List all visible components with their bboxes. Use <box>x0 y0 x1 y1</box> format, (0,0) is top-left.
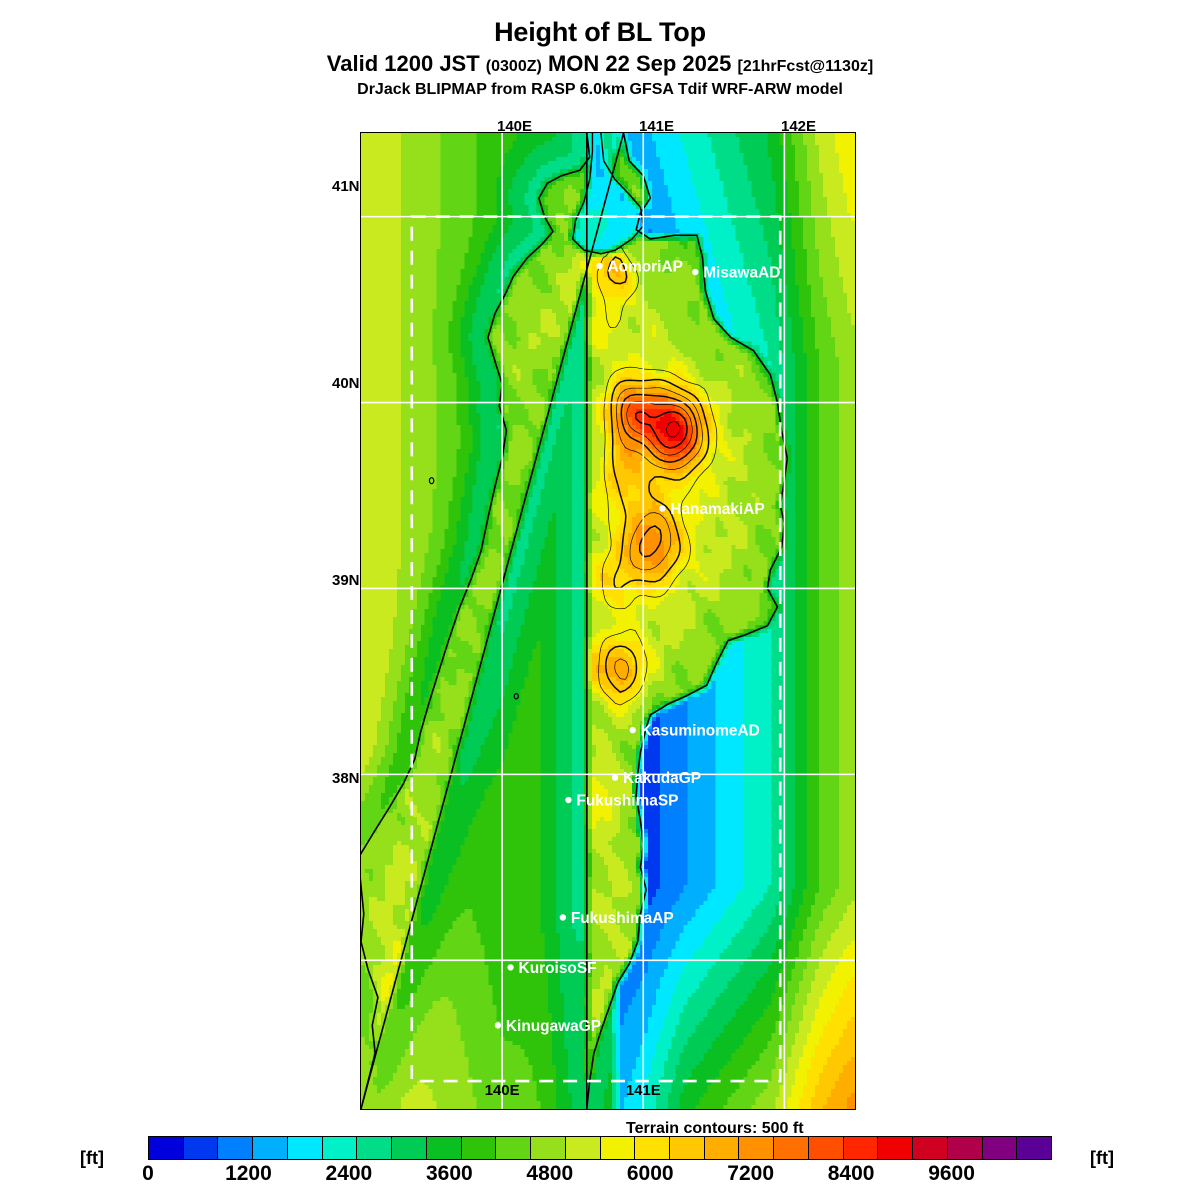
terrain-contour-layer <box>596 246 718 706</box>
valid-prefix: Valid 1200 JST <box>326 51 480 77</box>
colorbar-band-15 <box>670 1137 705 1159</box>
station-label: MisawaAD <box>703 264 780 281</box>
lon-label-top-142E: 142E <box>781 118 817 135</box>
colorbar-tick-4800: 4800 <box>526 1162 574 1185</box>
colorbar-band-17 <box>739 1137 775 1159</box>
lat-lon-grid <box>361 133 855 1109</box>
colorbar-band-3 <box>253 1137 288 1159</box>
colorbar-band-21 <box>878 1137 914 1159</box>
valid-time-line: Valid 1200 JST (0300Z) MON 22 Sep 2025 [… <box>0 52 1200 76</box>
station-label: KinugawaGP <box>506 1018 601 1035</box>
colorbar-band-1 <box>183 1137 219 1159</box>
colorbar-tick-0: 0 <box>142 1162 154 1185</box>
station-label: KuroisoSF <box>519 960 597 977</box>
colorbar-band-12 <box>565 1137 601 1159</box>
colorbar[interactable] <box>148 1136 1052 1160</box>
station-dot <box>629 726 636 734</box>
station-misawaad[interactable]: MisawaAD <box>692 264 780 282</box>
colorbar-band-13 <box>600 1137 636 1159</box>
valid-date: MON 22 Sep 2025 <box>547 51 732 77</box>
colorbar-tick-1200: 1200 <box>225 1162 272 1185</box>
model-line: DrJack BLIPMAP from RASP 6.0km GFSA Tdif… <box>357 81 843 99</box>
bl-top-field <box>361 133 855 1109</box>
lat-label-left-41N: 41N <box>332 178 360 195</box>
colorbar-band-25 <box>1017 1137 1052 1159</box>
station-dot <box>559 914 567 921</box>
lat-label-left-40N: 40N <box>332 375 360 392</box>
colorbar-tick-2400: 2400 <box>325 1162 373 1185</box>
forecast-tag: [21hrFcst@1130z] <box>737 58 874 76</box>
station-kuroisosf[interactable]: KuroisoSF <box>507 960 597 977</box>
colorbar-band-24 <box>982 1137 1018 1159</box>
station-label: FukushimaAP <box>571 910 674 927</box>
station-hanamakiap[interactable]: HanamakiAP <box>659 501 765 518</box>
colorbar-band-22 <box>913 1137 948 1159</box>
station-dot <box>565 796 572 804</box>
domain-box <box>410 215 782 1083</box>
coastline-layer <box>361 133 789 1109</box>
colorbar-band-2 <box>218 1137 254 1159</box>
station-kinugawagp[interactable]: KinugawaGP <box>494 1018 601 1035</box>
map-plot-area[interactable]: 140E 141E AomoriAP MisawaAD HanamakiAP Kasum… <box>360 132 856 1110</box>
station-fukushimasp[interactable]: FukushimaSP <box>565 793 678 810</box>
station-label: HanamakiAP <box>670 501 764 518</box>
colorbar-band-8 <box>426 1137 462 1159</box>
colorbar-tick-9600: 9600 <box>928 1162 975 1185</box>
colorbar-unit-right: [ft] <box>1090 1148 1114 1168</box>
colorbar-band-14 <box>635 1137 671 1159</box>
colorbar-band-16 <box>704 1137 740 1159</box>
colorbar-band-9 <box>461 1137 497 1159</box>
colorbar-band-7 <box>392 1137 427 1159</box>
colorbar-band-20 <box>843 1137 879 1159</box>
blipmap-svg: 140E 141E AomoriAP MisawaAD HanamakiAP Kasum… <box>361 133 855 1109</box>
station-label: KasuminomeAD <box>641 723 760 740</box>
station-dot <box>692 268 699 276</box>
station-dot <box>507 964 514 971</box>
lat-label-left-38N: 38N <box>332 770 360 787</box>
station-dot <box>611 774 619 781</box>
station-markers: AomoriAP MisawaAD HanamakiAP KasuminomeAD Ka… <box>494 258 780 1035</box>
colorbar-band-11 <box>531 1137 566 1159</box>
colorbar-tick-6000: 6000 <box>626 1162 674 1185</box>
colorbar-tick-7200: 7200 <box>727 1162 775 1185</box>
colorbar-band-5 <box>322 1137 358 1159</box>
station-dot <box>659 505 666 512</box>
colorbar-band-18 <box>774 1137 809 1159</box>
title-block: Height of BL Top Valid 1200 JST (0300Z) … <box>0 18 1200 99</box>
colorbar-band-6 <box>357 1137 393 1159</box>
lat-label-left-39N: 39N <box>332 572 360 589</box>
station-fukushimaap[interactable]: FukushimaAP <box>559 910 674 927</box>
station-aomoriap[interactable]: AomoriAP <box>596 258 683 275</box>
in-map-axis-labels: 140E 141E <box>485 1082 661 1099</box>
colorbar-band-23 <box>947 1137 983 1159</box>
lon-label-bottom-140E: 140E <box>485 1082 520 1099</box>
lon-label-bottom-141E: 141E <box>626 1082 661 1099</box>
colorbar-tick-3600: 3600 <box>425 1162 473 1185</box>
station-kakudagp[interactable]: KakudaGP <box>611 770 701 787</box>
colorbar-unit-left: [ft] <box>80 1148 104 1168</box>
page-title: Height of BL Top <box>494 17 706 47</box>
station-label: AomoriAP <box>608 258 683 275</box>
colorbar-band-10 <box>496 1137 532 1159</box>
colorbar-swatches <box>148 1136 1052 1160</box>
station-label: FukushimaSP <box>576 793 678 810</box>
station-kasuminomead[interactable]: KasuminomeAD <box>629 723 760 740</box>
terrain-contour-note: Terrain contours: 500 ft <box>626 1120 804 1137</box>
lon-label-top-141E: 141E <box>639 118 675 135</box>
colorbar-band-4 <box>287 1137 323 1159</box>
station-label: KakudaGP <box>623 770 701 787</box>
station-dot <box>596 262 603 270</box>
colorbar-band-19 <box>808 1137 844 1159</box>
colorbar-tick-8400: 8400 <box>827 1162 875 1185</box>
valid-utc: (0300Z) <box>485 58 542 76</box>
station-dot <box>494 1022 502 1029</box>
lon-label-top-140E: 140E <box>497 118 533 135</box>
colorbar-band-0 <box>149 1137 184 1159</box>
